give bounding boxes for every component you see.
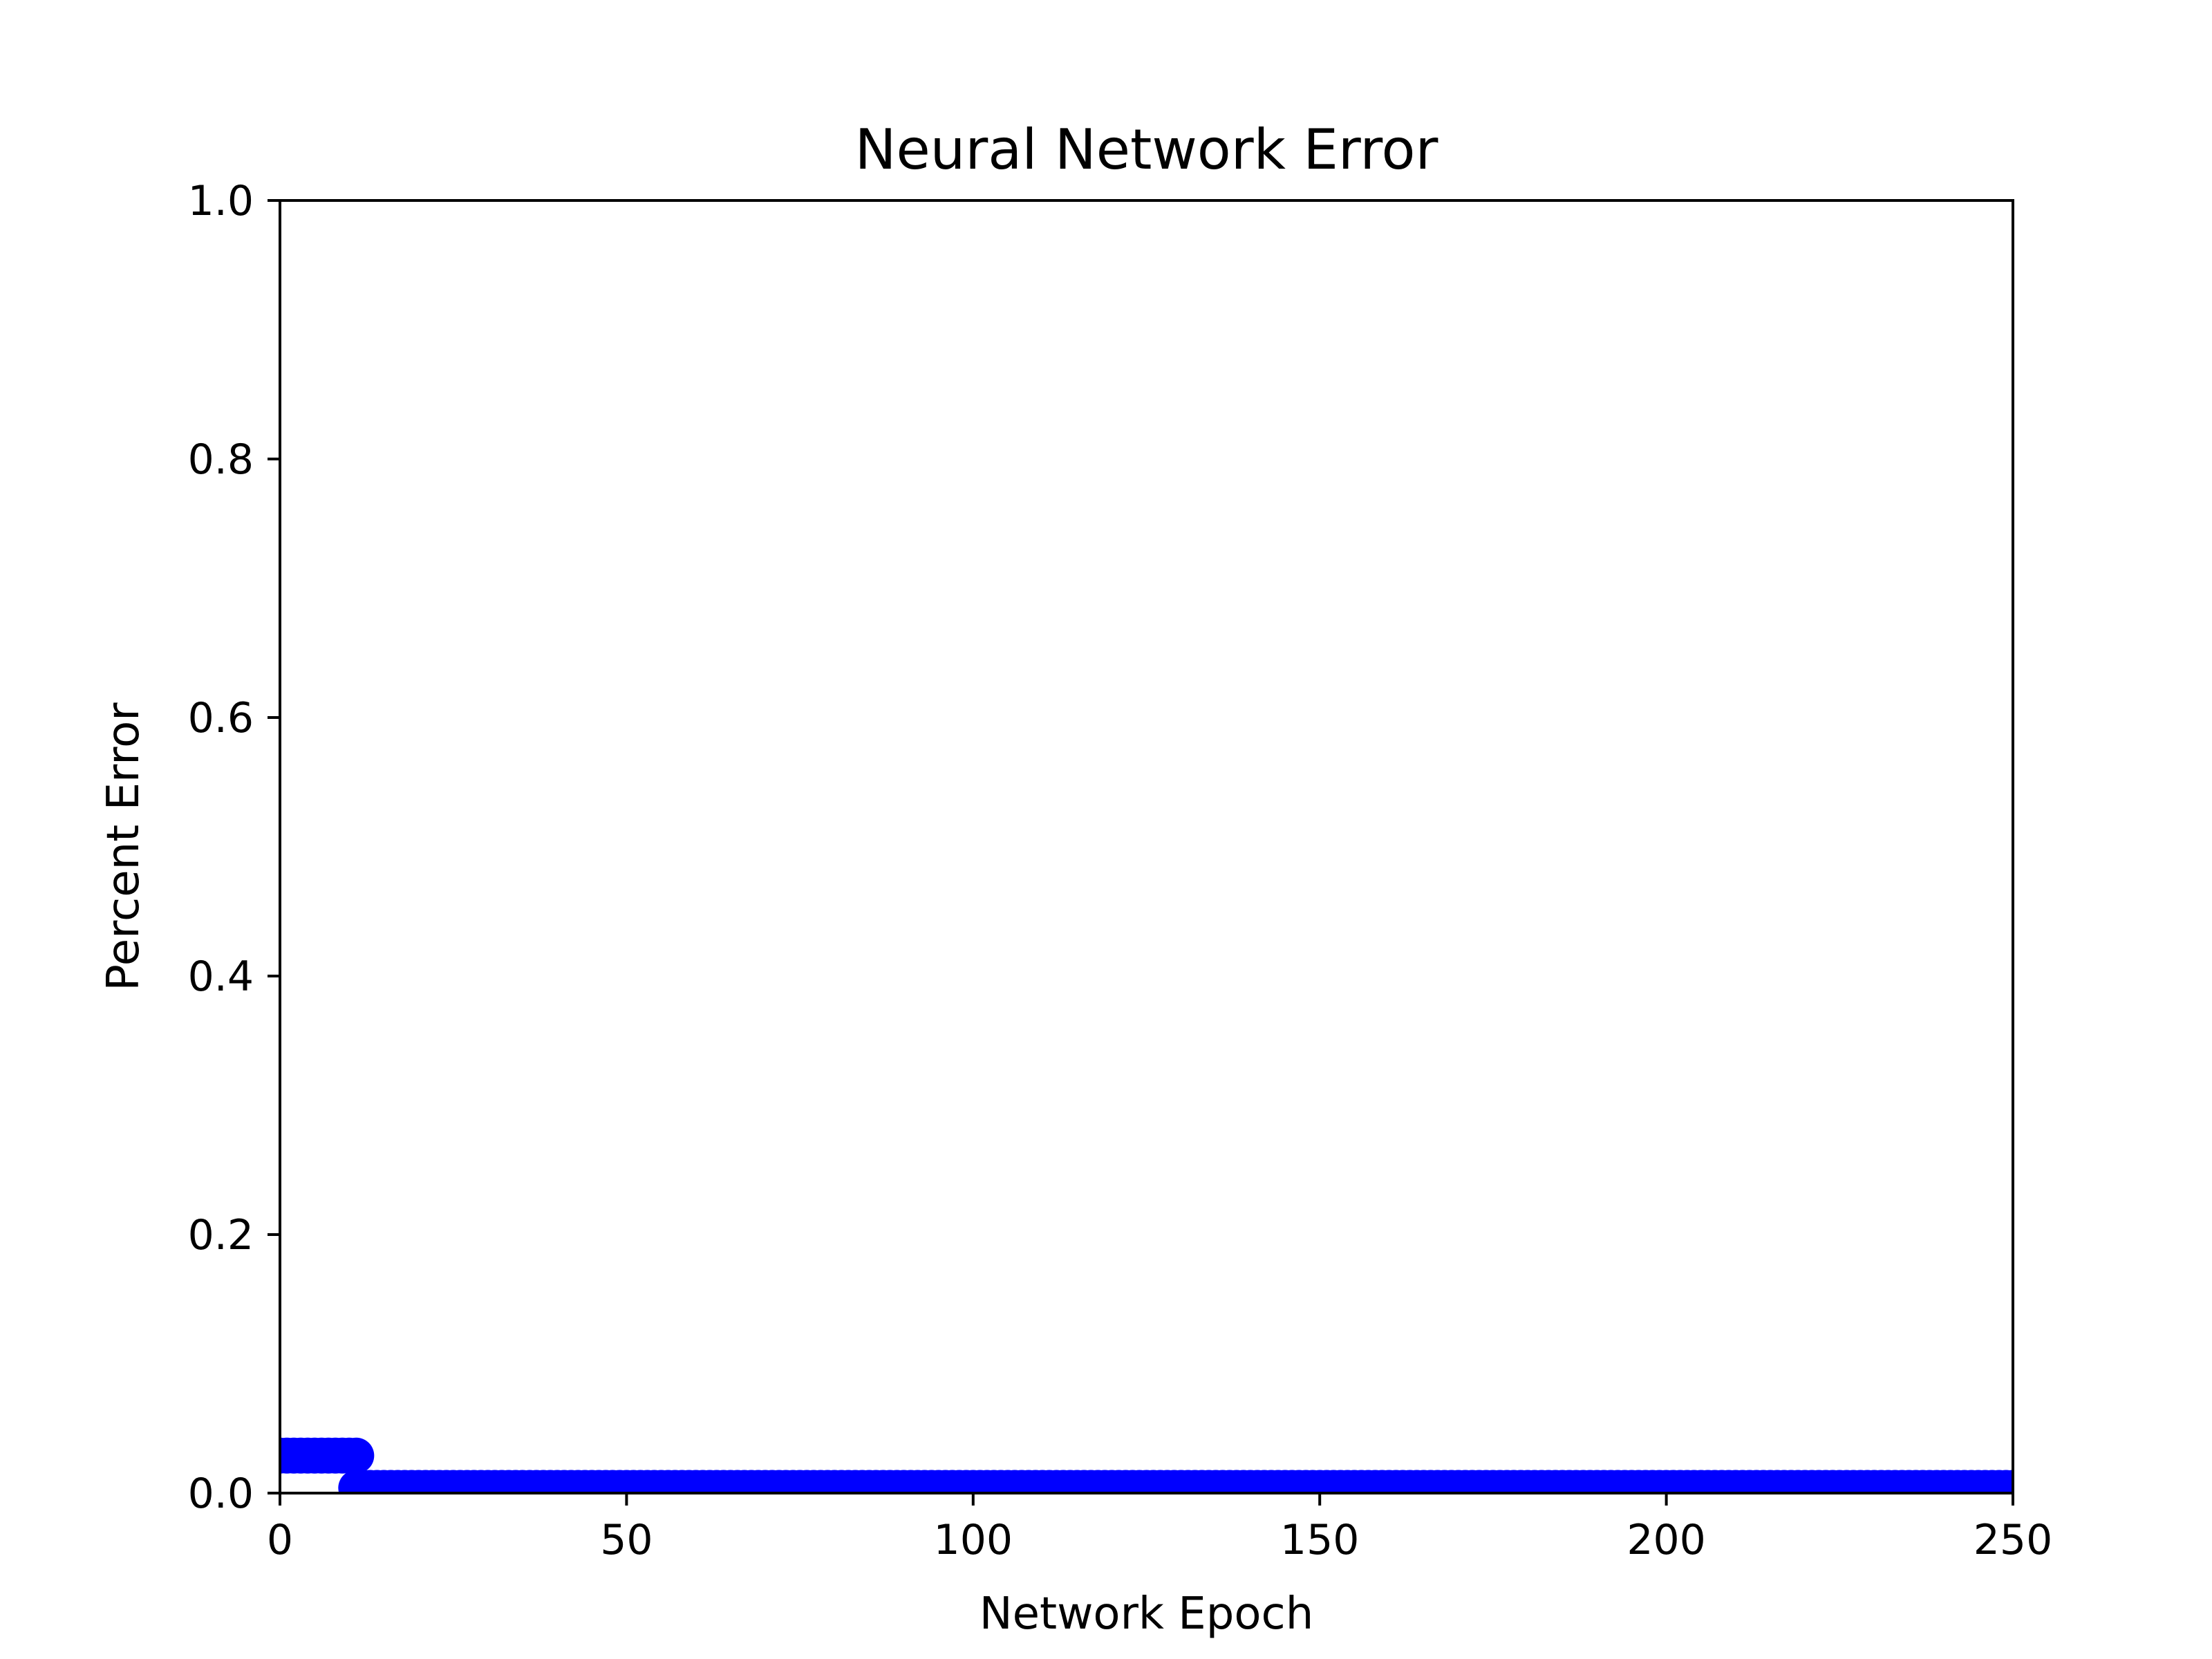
y-tick-label: 0.6 xyxy=(188,694,254,742)
y-tick-label: 0.8 xyxy=(188,435,254,484)
y-tick-label: 1.0 xyxy=(188,177,254,225)
x-tick-label: 100 xyxy=(934,1516,1013,1564)
x-tick-label: 50 xyxy=(600,1516,653,1564)
x-tick-label: 150 xyxy=(1280,1516,1360,1564)
x-tick-label: 250 xyxy=(1974,1516,2053,1564)
y-axis-label: Percent Error xyxy=(98,702,149,991)
y-tick-label: 0.4 xyxy=(188,953,254,1001)
plot-area xyxy=(279,199,2014,1494)
x-axis-label: Network Epoch xyxy=(980,1588,1314,1640)
blue-series-point xyxy=(1995,1470,2013,1493)
data-layer xyxy=(280,1437,2013,1493)
y-tick-label: 0.0 xyxy=(188,1470,254,1518)
axis-ticks: 0 50 100 150 200 250 0.0 0.2 0.4 0.6 0.8 1.0 xyxy=(188,177,2053,1564)
x-tick-label: 200 xyxy=(1627,1516,1706,1564)
y-tick-label: 0.2 xyxy=(188,1211,254,1259)
blue-series-point xyxy=(338,1437,375,1474)
x-tick-label: 0 xyxy=(267,1516,293,1564)
chart-title: Neural Network Error xyxy=(855,118,1438,182)
plot-frame xyxy=(279,199,2014,1494)
